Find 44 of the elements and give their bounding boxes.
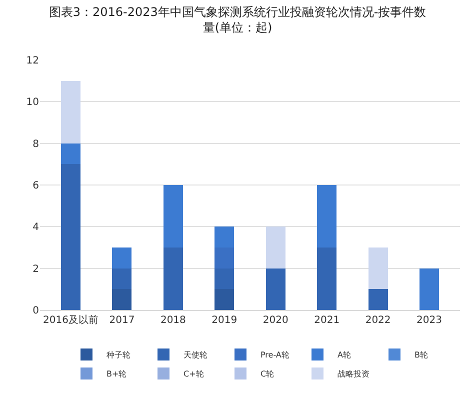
legend-label: C轮 xyxy=(260,370,274,379)
legend-label: B轮 xyxy=(414,350,428,360)
bar xyxy=(214,289,234,310)
bar xyxy=(368,248,388,290)
bar xyxy=(112,268,132,290)
legend-label: Pre-A轮 xyxy=(260,350,290,360)
x-tick-label: 2023 xyxy=(416,315,442,326)
bar xyxy=(112,289,132,310)
x-tick-label: 2019 xyxy=(212,315,238,326)
x-tick-label: 2016及以前 xyxy=(43,314,98,326)
x-tick-label: 2017 xyxy=(109,315,135,326)
y-tick-label: 8 xyxy=(32,138,39,150)
legend-label: A轮 xyxy=(338,350,351,360)
bar xyxy=(214,226,234,248)
x-tick-label: 2022 xyxy=(365,315,391,326)
bar xyxy=(214,268,234,290)
legend-label: 种子轮 xyxy=(106,350,130,360)
legend-label: 天使轮 xyxy=(184,350,208,360)
bar xyxy=(317,185,337,248)
y-tick-label: 12 xyxy=(26,56,39,66)
bar xyxy=(61,164,80,310)
legend-label: 战略投资 xyxy=(338,370,370,379)
bar xyxy=(112,248,132,268)
bar xyxy=(266,226,286,268)
y-tick-label: 10 xyxy=(26,97,39,108)
bar xyxy=(368,289,388,310)
bar xyxy=(420,268,439,310)
x-tick-label: 2021 xyxy=(314,315,340,326)
y-tick-label: 4 xyxy=(32,222,39,234)
y-tick-label: 6 xyxy=(32,180,39,192)
bar xyxy=(61,143,80,164)
bar xyxy=(214,248,234,268)
bar xyxy=(163,248,183,310)
chart-title: 图表3：2016-2023年中国气象探测系统行业投融资轮次情况-按事件数量(单位：起) xyxy=(48,5,426,35)
bar xyxy=(266,268,286,310)
y-tick-label: 0 xyxy=(32,306,39,316)
bar xyxy=(163,185,183,248)
bar xyxy=(61,80,80,144)
bar xyxy=(317,248,337,310)
x-tick-label: 2018 xyxy=(160,315,186,326)
legend-label: C+轮 xyxy=(184,370,204,379)
y-tick-label: 2 xyxy=(32,264,39,275)
x-tick-label: 2020 xyxy=(262,315,288,326)
legend-label: B+轮 xyxy=(106,370,127,379)
